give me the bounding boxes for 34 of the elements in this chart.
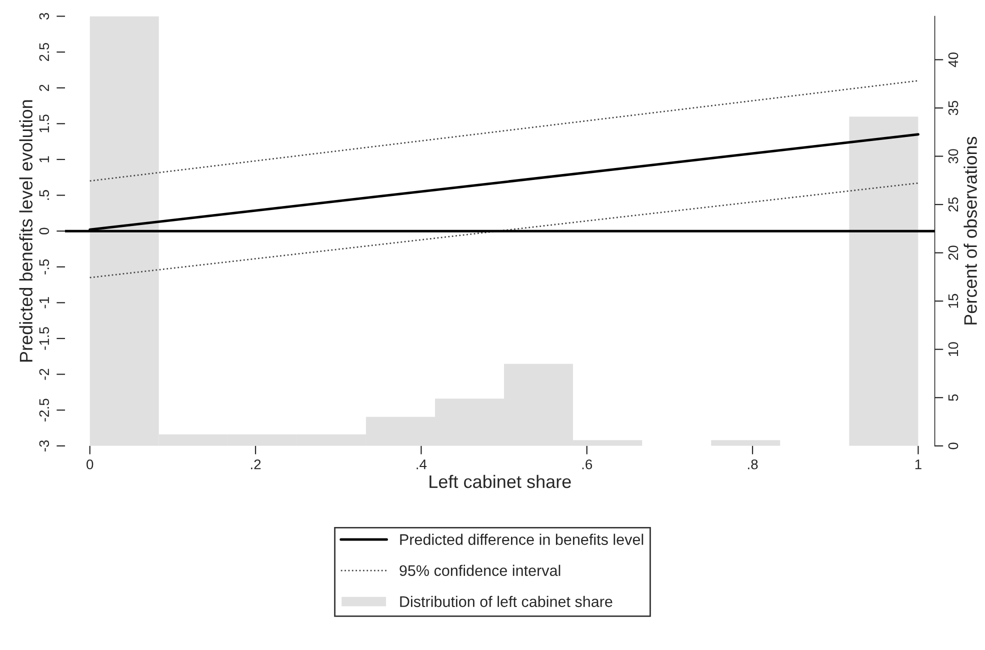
y2-tick-label: 0 — [948, 442, 958, 450]
x-tick-label: .2 — [251, 459, 261, 470]
y-tick-label: 3 — [39, 13, 50, 20]
y2-tick-label: 25 — [948, 197, 958, 212]
y2-tick-label: 20 — [948, 246, 958, 260]
legend-label: Predicted difference in benefits level — [400, 534, 644, 545]
legend-label: 95% confidence interval — [400, 564, 560, 576]
x-tick-label: 0 — [86, 459, 94, 470]
y-tick-label: .5 — [39, 190, 50, 200]
x-tick-label: .8 — [748, 459, 758, 470]
y-axis-title: Predicted benefits level evolution — [19, 100, 33, 362]
y2-tick-label: 5 — [948, 394, 958, 401]
y2-tick-label: 30 — [948, 149, 958, 164]
y-tick-label: -1.5 — [39, 327, 50, 350]
x-tick-label: .4 — [416, 460, 427, 470]
y-tick-label: 1 — [39, 156, 49, 162]
legend-label: Distribution of left cabinet share — [400, 596, 612, 608]
y-tick-label: -3 — [39, 440, 50, 452]
y2-tick-label: 10 — [948, 342, 958, 356]
y-tick-label: -1 — [39, 297, 49, 308]
x-axis-title: Left cabinet share — [430, 474, 571, 488]
y-tick-label: 2 — [39, 84, 49, 92]
y-tick-label: -2.5 — [39, 398, 50, 422]
y2-tick-label: 15 — [948, 294, 958, 308]
x-tick-label: 1 — [915, 460, 922, 470]
y-tick-label: -2 — [39, 368, 49, 380]
y-tick-label: 1.5 — [39, 114, 50, 132]
x-tick-label: .6 — [582, 459, 592, 470]
y2-tick-label: 35 — [948, 100, 958, 116]
y-tick-label: -.5 — [39, 259, 50, 274]
y-tick-label: 2.5 — [39, 42, 50, 62]
y-tick-label: 0 — [39, 228, 50, 234]
y2-tick-label: 40 — [948, 52, 958, 68]
y2-axis-title: Percent of observations — [964, 136, 977, 324]
